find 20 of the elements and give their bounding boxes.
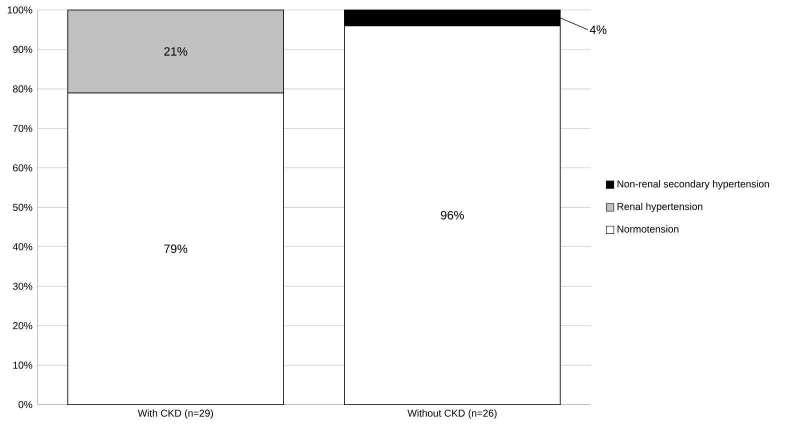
y-tick-label: 20% (13, 322, 32, 330)
y-tick-label: 50% (13, 204, 32, 211)
y-tick-label: 40% (12, 243, 32, 250)
legend-label: Normotension (618, 225, 678, 233)
data-label: 79% (164, 244, 188, 254)
y-tick-label: 60% (13, 164, 32, 172)
y-tick-label: 80% (13, 85, 32, 92)
y-tick-label: 100% (8, 6, 32, 14)
y-tick-label: 0% (18, 401, 32, 408)
x-tick-label: With CKD (n=29) (138, 409, 213, 419)
data-label: 21% (164, 47, 188, 56)
y-tick-label: 30% (12, 282, 32, 290)
y-tick-label: 10% (13, 362, 32, 369)
legend-label: Non-renal secondary hypertension (618, 180, 769, 190)
legend-label: Renal hypertension (618, 202, 702, 212)
data-label: 4% (590, 26, 606, 34)
x-tick-label: Without CKD (n=26) (408, 409, 497, 419)
y-tick-label: 90% (13, 46, 32, 54)
y-tick-label: 70% (13, 124, 32, 132)
data-label: 96% (440, 210, 464, 220)
